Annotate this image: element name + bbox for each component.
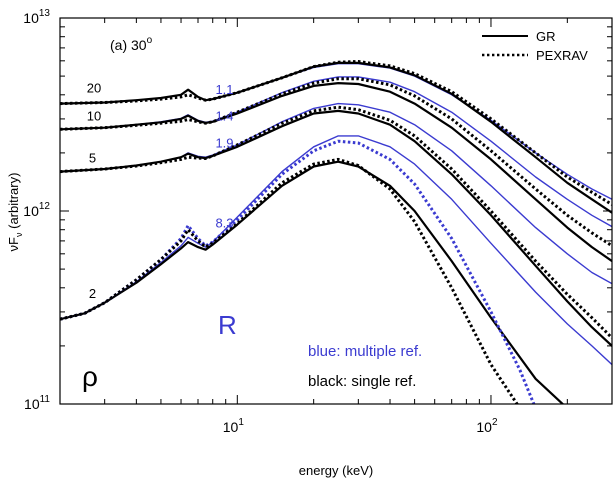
series-layer xyxy=(60,60,612,404)
r-symbol: R xyxy=(218,310,237,340)
series-line-rho2-single-pexrav xyxy=(60,157,519,404)
rho-curve-label: 2 xyxy=(89,286,96,301)
y-axis-label: νFν (arbitrary) xyxy=(6,173,24,252)
y-tick-label: 1012 xyxy=(23,201,50,219)
y-tick-label: 1013 xyxy=(23,8,50,26)
rho-curve-label: 10 xyxy=(87,108,101,123)
y-tick-label: 1011 xyxy=(24,394,50,412)
rho-curve-label: 5 xyxy=(89,151,96,166)
r-value-label: 1.9 xyxy=(215,136,233,151)
series-line-rho2-single-gr xyxy=(60,160,565,404)
series-line-rho5-single-pexrav xyxy=(60,105,612,339)
r-value-label: 8.3 xyxy=(215,216,233,231)
rho-curve-label: 20 xyxy=(87,81,101,96)
blue-note: blue: multiple ref. xyxy=(308,343,422,360)
legend-label-gr: GR xyxy=(536,29,556,44)
svg-text:νFν (arbitrary): νFν (arbitrary) xyxy=(6,173,24,252)
r-value-label: 1.4 xyxy=(215,108,233,123)
x-tick-label: 102 xyxy=(476,417,498,435)
series-line-rho2-multiple-pexrav xyxy=(60,139,536,404)
panel-label: (a) 30o xyxy=(110,35,153,53)
series-line-rho20-single-gr xyxy=(60,61,612,214)
labels-layer: 20 10 5 2 1.1 1.4 1.9 8.3 xyxy=(87,81,234,301)
legend-label-pexrav: PEXRAV xyxy=(536,48,588,63)
black-note: black: single ref. xyxy=(308,373,416,390)
legend: GR PEXRAV xyxy=(482,29,588,63)
r-value-label: 1.1 xyxy=(215,82,233,97)
series-line-rho20-single-pexrav xyxy=(60,60,612,206)
series-line-rho10-single-pexrav xyxy=(60,77,612,248)
series-line-rho5-single-gr xyxy=(60,109,612,347)
series-line-rho2-multiple-gr xyxy=(60,135,612,366)
rho-symbol: ρ xyxy=(82,361,98,392)
x-axis-label: energy (keV) xyxy=(299,463,373,478)
svg-text:(a) 30o: (a) 30o xyxy=(110,35,153,53)
series-line-rho10-single-gr xyxy=(60,81,612,263)
x-tick-label: 101 xyxy=(223,417,245,435)
